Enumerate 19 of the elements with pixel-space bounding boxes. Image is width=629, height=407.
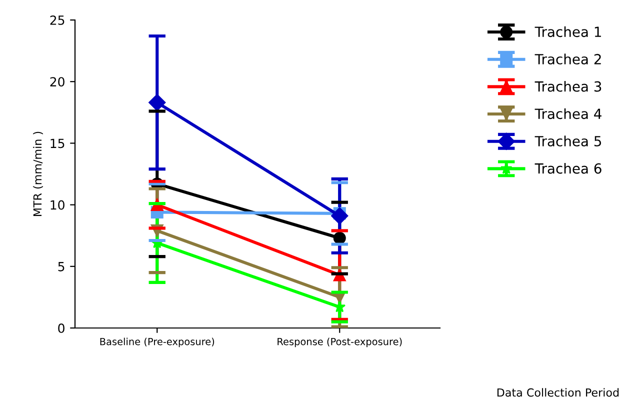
y-tick-label: 5 [58, 262, 64, 272]
legend-label: Trachea 2 [534, 54, 601, 64]
y-tick-label: 10 [50, 200, 64, 210]
point [148, 94, 166, 112]
y-tick-label: 15 [50, 138, 64, 148]
legend-label: Trachea 4 [534, 108, 602, 120]
y-axis-title: MTR (mm/min ) [33, 132, 43, 216]
y-tick-label: 0 [58, 323, 64, 333]
x-tick-label: Baseline (Pre-exposure) [100, 338, 214, 348]
legend-label: Trachea 6 [534, 162, 602, 174]
x-tick-label: Response (Post-exposure) [278, 338, 402, 348]
text: Data Collection Period [497, 388, 619, 397]
point [331, 207, 348, 224]
legend-label: Trachea 1 [534, 26, 601, 38]
y-tick-label: 20 [50, 77, 64, 87]
point [333, 232, 346, 244]
y-tick-label: 25 [50, 15, 64, 25]
legend-label: Trachea 5 [534, 136, 602, 146]
legend-label: Trachea 3 [534, 81, 602, 92]
